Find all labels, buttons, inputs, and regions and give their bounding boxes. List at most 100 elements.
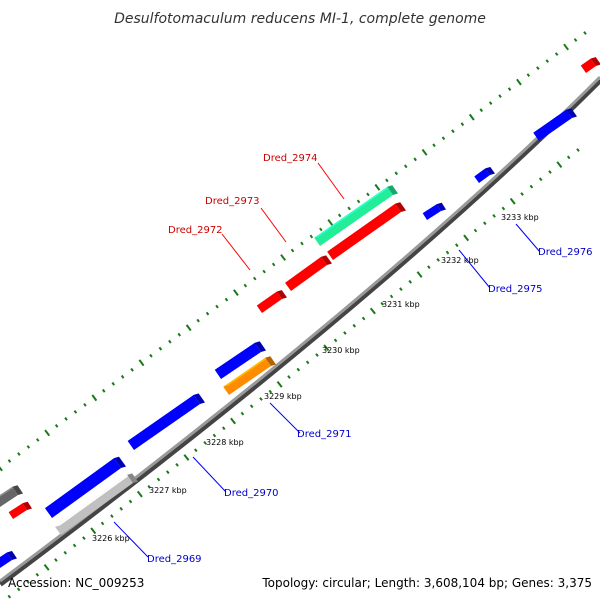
gene-block-top	[285, 255, 327, 283]
tick-mark	[516, 78, 522, 86]
tick-mark	[421, 148, 428, 156]
tick-mark	[526, 73, 531, 77]
leader-dred-2970	[192, 456, 227, 493]
tick-mark	[101, 388, 106, 393]
tick-mark	[361, 316, 366, 321]
gene-block-blue-a[interactable]	[214, 341, 266, 379]
gene-block-side	[193, 393, 205, 404]
tick-mark	[54, 424, 59, 428]
tick-mark	[327, 219, 334, 226]
tick-mark	[483, 221, 487, 226]
gene-block-side	[321, 255, 332, 265]
tick-mark	[7, 594, 12, 599]
tick-mark	[548, 170, 552, 174]
tick-mark	[520, 192, 524, 196]
gene-block-red-left[interactable]	[8, 501, 32, 519]
tick-mark	[347, 206, 351, 211]
gene-block-side	[436, 202, 446, 211]
tick-mark	[563, 43, 570, 51]
tick-mark	[44, 429, 51, 437]
tick-mark	[352, 323, 356, 328]
tick-mark	[408, 279, 412, 284]
tick-mark	[43, 563, 50, 571]
tick-mark	[249, 404, 254, 409]
tick-mark	[203, 440, 207, 445]
tick-mark	[455, 243, 459, 248]
leader-dred-2974	[317, 162, 345, 200]
tick-mark	[427, 265, 431, 270]
tick-mark	[366, 192, 370, 197]
tick-mark	[573, 38, 578, 42]
gene-label-dred-2973[interactable]: Dred_2973	[205, 196, 260, 207]
gene-block-top	[8, 501, 28, 513]
tick-mark	[35, 572, 40, 577]
tick-mark	[374, 183, 381, 191]
tick-mark	[576, 148, 580, 152]
gene-label-dred-2970[interactable]: Dred_2970	[224, 488, 279, 499]
gene-block-face	[55, 474, 133, 535]
gene-block-dred-2973[interactable]	[285, 255, 332, 291]
gene-block-dred-2975[interactable]	[422, 202, 446, 220]
gene-block-dred-2976[interactable]	[533, 108, 577, 141]
tick-mark	[337, 213, 342, 218]
gene-block-dred-2969-silver[interactable]	[55, 473, 138, 535]
tick-mark	[356, 199, 361, 204]
tick-mark	[205, 311, 210, 316]
gene-block-top-right[interactable]	[580, 57, 600, 73]
gene-features	[0, 57, 600, 568]
gene-block-face	[0, 486, 18, 507]
gene-block-dred-2975-b[interactable]	[474, 167, 495, 183]
tick-mark	[175, 462, 179, 467]
gene-block-dred-2970[interactable]	[127, 393, 205, 451]
tick-mark	[315, 353, 319, 357]
tick-mark	[566, 155, 571, 160]
gene-block-dred-2969-blue[interactable]	[45, 456, 126, 518]
tick-mark	[280, 254, 287, 261]
gene-label-dred-2969[interactable]: Dred_2969	[147, 554, 202, 565]
gene-block-dred-2974-green[interactable]	[314, 185, 398, 246]
gene-block-face	[285, 256, 327, 291]
tick-mark	[26, 445, 31, 449]
tick-rows	[0, 31, 587, 599]
gene-block-face	[422, 204, 441, 220]
tick-mark	[149, 353, 153, 358]
tick-mark	[138, 359, 145, 367]
tick-mark	[413, 157, 417, 162]
gene-block-top	[223, 356, 271, 387]
kbp-label: 3230 kbp	[322, 346, 360, 355]
gene-block-dred-2971[interactable]	[223, 356, 276, 395]
tick-mark	[215, 304, 219, 309]
tick-mark	[323, 344, 330, 352]
tick-mark	[100, 521, 105, 526]
tick-mark	[309, 234, 314, 239]
leader-dred-2975	[458, 249, 491, 289]
gene-label-dred-2975[interactable]: Dred_2975	[488, 284, 543, 295]
gene-block-gray[interactable]	[0, 485, 23, 507]
tick-mark	[436, 257, 440, 262]
gene-block-side	[566, 108, 577, 118]
tick-mark	[290, 248, 295, 253]
gene-label-dred-2976[interactable]: Dred_2976	[538, 247, 593, 258]
tick-mark	[473, 228, 478, 233]
tick-mark	[399, 287, 403, 292]
gene-block-blue-bottom[interactable]	[0, 551, 17, 568]
gene-block-dred-2974-red[interactable]	[327, 202, 406, 260]
gene-block-dred-2972[interactable]	[256, 290, 287, 313]
gene-block-side	[485, 167, 495, 175]
tick-mark	[168, 339, 172, 344]
tick-mark	[7, 459, 12, 463]
gene-block-face	[580, 58, 596, 73]
tick-mark	[385, 178, 389, 183]
gene-label-dred-2972[interactable]: Dred_2972	[168, 225, 223, 236]
gene-block-top	[256, 290, 282, 306]
tick-mark	[212, 433, 217, 438]
tick-mark	[222, 426, 226, 431]
gene-label-dred-2974[interactable]: Dred_2974	[263, 153, 318, 164]
gene-block-side	[12, 485, 23, 495]
map-title: Desulfotomaculum reducens MI-1, complete…	[114, 11, 486, 27]
gene-block-side	[276, 290, 287, 299]
tick-mark	[507, 87, 512, 91]
tick-mark	[119, 506, 123, 511]
tick-mark	[230, 417, 236, 425]
gene-label-dred-2971[interactable]: Dred_2971	[297, 429, 352, 440]
